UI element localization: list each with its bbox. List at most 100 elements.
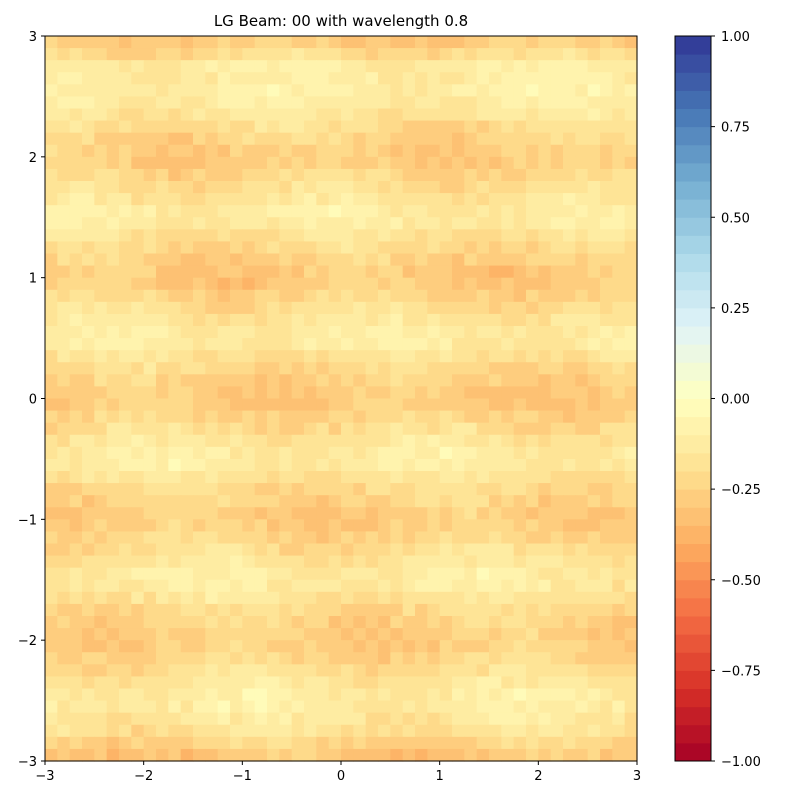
heatmap-cell: [587, 181, 601, 194]
heatmap-cell: [106, 217, 120, 230]
heatmap-cell: [501, 277, 515, 291]
heatmap-cell: [464, 108, 478, 122]
heatmap-cell: [180, 724, 194, 738]
heatmap-cell: [378, 313, 391, 327]
heatmap-cell: [538, 531, 552, 545]
heatmap-cell: [279, 579, 293, 593]
heatmap-cell: [230, 253, 243, 267]
heatmap-cell: [205, 712, 219, 726]
heatmap-cell: [106, 229, 120, 243]
heatmap-cell: [131, 555, 145, 569]
heatmap-cell: [168, 567, 182, 581]
heatmap-cell: [600, 338, 613, 351]
heatmap-cell: [439, 603, 453, 617]
heatmap-cell: [82, 483, 95, 496]
heatmap-cell: [304, 181, 317, 194]
heatmap-cell: [489, 386, 502, 400]
heatmap-cell: [501, 616, 515, 629]
heatmap-cell: [587, 628, 601, 641]
heatmap-cell: [612, 434, 626, 448]
heatmap-cell: [550, 181, 564, 194]
heatmap-cell: [341, 495, 354, 508]
heatmap-cell: [624, 688, 638, 702]
heatmap-cell: [439, 700, 453, 714]
heatmap-cell: [575, 253, 589, 267]
colorbar-level: [675, 452, 711, 472]
heatmap-cell: [427, 495, 441, 508]
heatmap-cell: [94, 241, 108, 255]
heatmap-cell: [489, 84, 502, 98]
heatmap-cell: [624, 458, 638, 472]
heatmap-cell: [131, 543, 145, 557]
heatmap-cell: [402, 386, 416, 400]
heatmap-cell: [193, 84, 206, 98]
heatmap-cell: [230, 301, 243, 315]
heatmap-cell: [538, 434, 552, 448]
heatmap-cell: [254, 386, 268, 400]
heatmap-cell: [587, 301, 601, 315]
heatmap-cell: [452, 217, 465, 230]
heatmap-cell: [341, 265, 354, 279]
heatmap-cell: [316, 120, 330, 134]
heatmap-cell: [291, 603, 305, 617]
heatmap-cell: [193, 591, 206, 605]
heatmap-cell: [587, 338, 601, 351]
heatmap-cell: [538, 374, 552, 388]
heatmap-cell: [341, 313, 354, 327]
heatmap-cell: [291, 193, 305, 206]
heatmap-cell: [45, 736, 58, 750]
heatmap-cell: [94, 156, 108, 170]
heatmap-cell: [180, 168, 194, 182]
heatmap-cell: [489, 688, 502, 702]
heatmap-cell: [254, 265, 268, 279]
heatmap-cell: [513, 326, 527, 339]
heatmap-cell: [489, 712, 502, 726]
heatmap-cell: [402, 277, 416, 291]
heatmap-cell: [57, 36, 71, 49]
heatmap-cell: [378, 688, 391, 702]
heatmap-cell: [168, 591, 182, 605]
heatmap-cell: [427, 72, 441, 85]
heatmap-cell: [217, 628, 231, 641]
heatmap-cell: [378, 144, 391, 158]
heatmap-cell: [501, 664, 515, 678]
heatmap-cell: [624, 676, 638, 690]
heatmap-cell: [526, 193, 539, 206]
heatmap-cell: [390, 181, 404, 194]
heatmap-cell: [563, 398, 576, 412]
heatmap-cell: [415, 156, 428, 170]
heatmap-cell: [378, 326, 391, 339]
heatmap-cell: [193, 301, 206, 315]
heatmap-cell: [538, 205, 552, 218]
heatmap-cell: [82, 579, 95, 593]
heatmap-cell: [538, 640, 552, 653]
heatmap-cell: [501, 736, 515, 750]
heatmap-cell: [45, 700, 58, 714]
heatmap-cell: [476, 313, 490, 327]
heatmap-cell: [168, 120, 182, 134]
heatmap-cell: [439, 652, 453, 665]
heatmap-cell: [242, 688, 256, 702]
heatmap-cell: [600, 471, 613, 484]
heatmap-cell: [563, 362, 576, 375]
heatmap-cell: [563, 628, 576, 641]
heatmap-cell: [341, 229, 354, 243]
heatmap-cell: [45, 36, 58, 49]
heatmap-cell: [341, 724, 354, 738]
heatmap-cell: [501, 193, 515, 206]
heatmap-cell: [279, 531, 293, 545]
heatmap-cell: [106, 591, 120, 605]
heatmap-cell: [452, 205, 465, 218]
heatmap-cell: [353, 217, 367, 230]
heatmap-cell: [180, 410, 194, 424]
heatmap-cell: [415, 603, 428, 617]
heatmap-cell: [353, 229, 367, 243]
heatmap-cell: [365, 362, 379, 375]
heatmap-cell: [217, 217, 231, 230]
heatmap-cell: [304, 277, 317, 291]
heatmap-cell: [427, 60, 441, 73]
heatmap-cell: [550, 652, 564, 665]
heatmap-cell: [378, 591, 391, 605]
heatmap-cell: [57, 724, 71, 738]
heatmap-cell: [575, 422, 589, 436]
